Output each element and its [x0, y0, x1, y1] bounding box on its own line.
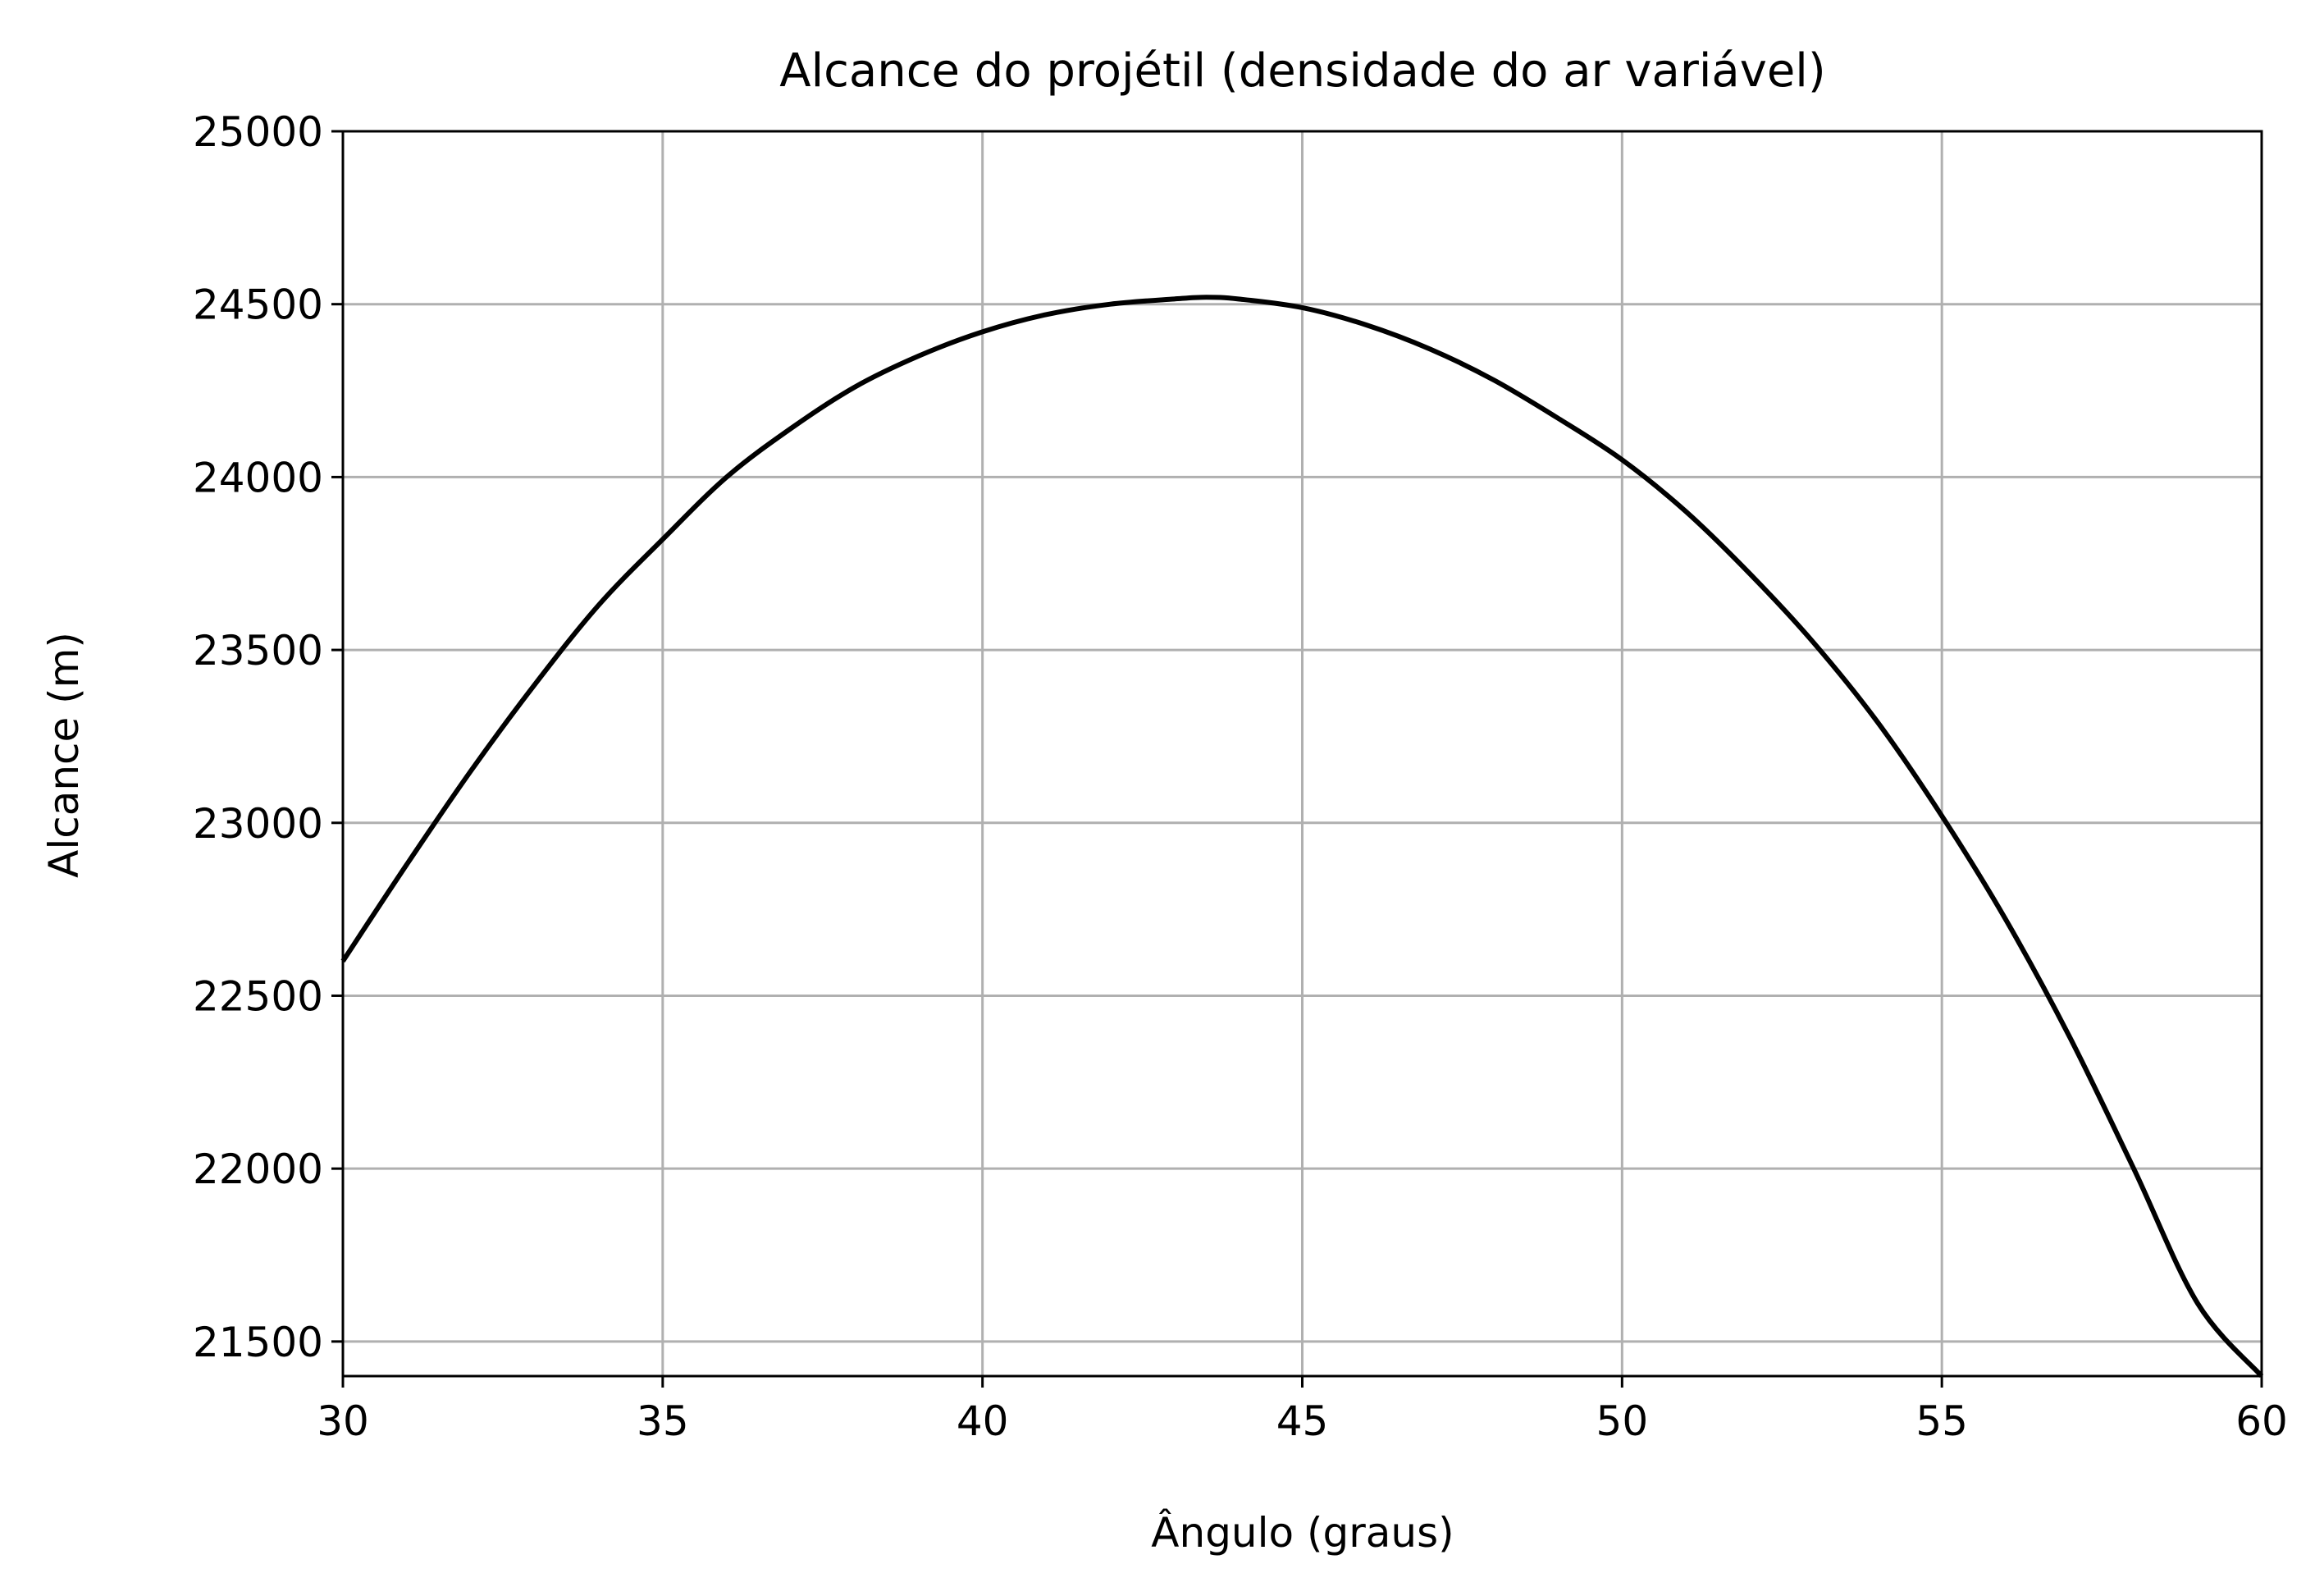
x-tick-label: 40 [957, 1397, 1009, 1445]
x-tick-label: 30 [317, 1397, 369, 1445]
x-tick-label: 45 [1276, 1397, 1329, 1445]
y-tick-label: 22500 [193, 972, 323, 1020]
y-tick-label: 24000 [193, 454, 323, 501]
x-tick-label: 55 [1915, 1397, 1968, 1445]
y-tick-label: 23500 [193, 627, 323, 675]
ticks: 30 35 40 45 50 55 60 21500 22000 22500 23000 23500 2… [193, 108, 2288, 1445]
x-tick-label: 60 [2235, 1397, 2288, 1445]
y-tick-label: 21500 [193, 1319, 323, 1366]
x-tick-label: 50 [1596, 1397, 1649, 1445]
series-line [340, 295, 2264, 1379]
chart-title: Alcance do projétil (densidade do ar var… [779, 44, 1825, 98]
y-tick-label: 25000 [193, 108, 323, 156]
x-tick-label: 35 [637, 1397, 689, 1445]
y-tick-label: 23000 [193, 800, 323, 848]
y-tick-label: 24500 [193, 281, 323, 329]
x-axis-label: Ângulo (graus) [1151, 1508, 1454, 1557]
grid [341, 130, 2263, 1376]
y-tick-label: 22000 [193, 1146, 323, 1193]
series-layer [340, 295, 2264, 1379]
y-axis-label: Alcance (m) [40, 632, 88, 878]
